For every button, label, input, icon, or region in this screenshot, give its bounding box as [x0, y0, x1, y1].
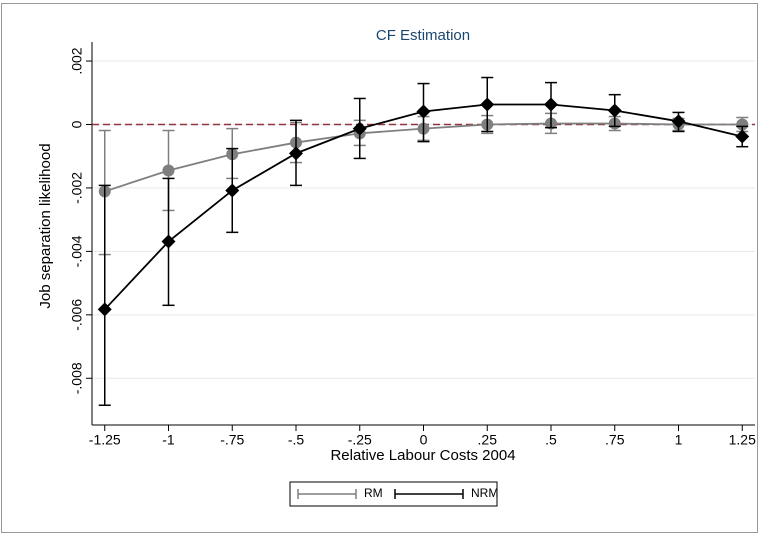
marker [289, 146, 303, 161]
legend-label: RM [364, 486, 383, 500]
x-tick-label: .75 [605, 432, 625, 448]
marker [225, 183, 240, 198]
legend-symbol [297, 489, 357, 499]
x-tick-label: .25 [478, 432, 498, 448]
chart-title: CF Estimation [376, 27, 470, 44]
error-bar [98, 184, 111, 406]
frame [1, 3, 758, 533]
y-tick-label: -.008 [69, 362, 85, 394]
x-tick-label: 0 [420, 432, 428, 448]
x-tick-label: 1.25 [729, 432, 756, 448]
marker [97, 302, 112, 317]
y-axis-title: Job separation likelihood [37, 143, 54, 308]
x-tick-label: -.5 [288, 432, 305, 448]
y-tick-label: .002 [69, 47, 85, 74]
y-tick-label: -.002 [69, 172, 85, 204]
y-tick-label: -.004 [69, 235, 85, 267]
x-axis-title: Relative Labour Costs 2004 [330, 447, 515, 464]
marker [480, 97, 495, 112]
x-tick-label: -.75 [220, 432, 244, 448]
marker [544, 97, 558, 112]
y-tick-label: 0 [69, 120, 85, 128]
legend-symbol [394, 489, 464, 499]
marker [416, 104, 431, 119]
marker [607, 103, 622, 118]
marker [162, 164, 175, 177]
x-tick-label: -1 [162, 432, 175, 448]
legend-label: NRM [471, 486, 498, 500]
x-tick-label: -1.25 [89, 432, 121, 448]
marker [352, 121, 367, 136]
marker [736, 118, 749, 131]
marker [671, 114, 686, 129]
y-tick-label: -.006 [69, 299, 85, 331]
x-tick-label: 1 [675, 432, 683, 448]
x-tick-label: -.25 [348, 432, 372, 448]
marker [161, 234, 176, 249]
x-tick-label: .5 [545, 432, 557, 448]
marker [735, 129, 750, 144]
